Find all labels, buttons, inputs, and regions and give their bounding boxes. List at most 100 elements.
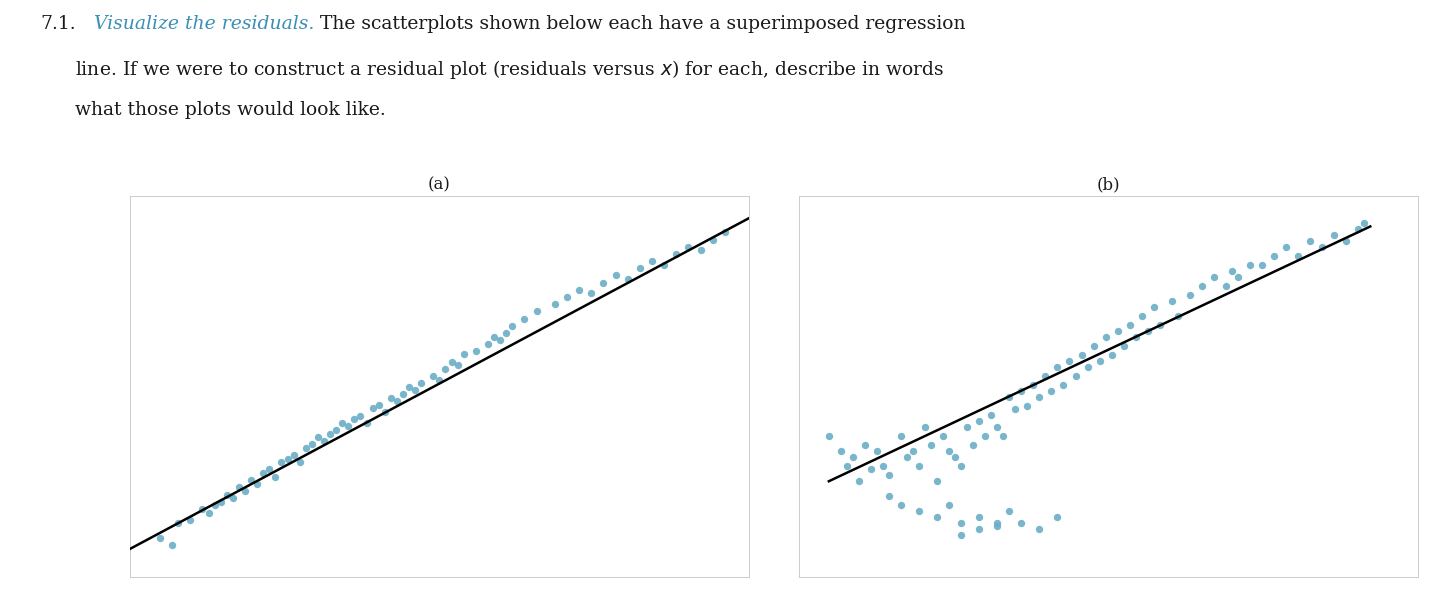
- Point: [992, 432, 1015, 441]
- Point: [847, 476, 870, 486]
- Point: [179, 515, 202, 524]
- Point: [937, 500, 960, 510]
- Point: [269, 457, 292, 467]
- Point: [986, 518, 1009, 528]
- Point: [1028, 524, 1051, 534]
- Point: [294, 443, 317, 453]
- Point: [276, 454, 300, 464]
- Point: [1106, 327, 1129, 336]
- Point: [403, 386, 426, 395]
- Point: [331, 418, 354, 427]
- Point: [556, 292, 579, 302]
- Point: [252, 468, 275, 478]
- Point: [907, 461, 930, 471]
- Point: [1202, 273, 1225, 282]
- Point: [361, 403, 384, 413]
- Point: [1227, 273, 1250, 282]
- Point: [1130, 311, 1153, 321]
- Point: [318, 429, 341, 438]
- Point: [962, 440, 985, 450]
- Point: [860, 464, 883, 474]
- Point: [937, 446, 960, 456]
- Point: [192, 504, 215, 514]
- Point: [907, 507, 930, 516]
- Point: [592, 278, 615, 287]
- Point: [829, 446, 852, 456]
- Point: [543, 299, 566, 309]
- Point: [1178, 290, 1201, 300]
- Point: [379, 393, 402, 403]
- Point: [1022, 381, 1045, 391]
- Point: [652, 260, 675, 270]
- Point: [246, 479, 269, 489]
- Point: [932, 432, 955, 441]
- Title: (a): (a): [428, 177, 451, 193]
- Point: [161, 540, 184, 550]
- Point: [690, 246, 713, 255]
- Point: [1040, 386, 1063, 396]
- Point: [1094, 332, 1117, 342]
- Point: [428, 375, 451, 384]
- Point: [464, 346, 487, 356]
- Point: [197, 508, 220, 518]
- Text: 7.1.: 7.1.: [40, 15, 76, 33]
- Point: [215, 489, 238, 499]
- Text: Visualize the residuals.: Visualize the residuals.: [94, 15, 314, 33]
- Point: [979, 410, 1002, 420]
- Point: [896, 453, 919, 462]
- Point: [641, 256, 664, 266]
- Point: [1161, 297, 1184, 306]
- Point: [890, 432, 913, 441]
- Point: [441, 357, 464, 367]
- Point: [1323, 230, 1346, 240]
- Point: [343, 414, 366, 424]
- Point: [1117, 321, 1140, 330]
- Point: [452, 349, 475, 359]
- Point: [580, 289, 603, 298]
- Point: [1070, 351, 1093, 360]
- Point: [950, 461, 973, 471]
- Point: [871, 461, 894, 471]
- Point: [1112, 341, 1135, 351]
- Point: [628, 263, 651, 273]
- Point: [950, 530, 973, 540]
- Point: [409, 378, 432, 388]
- Point: [713, 227, 736, 237]
- Point: [1136, 327, 1159, 336]
- Point: [877, 470, 900, 480]
- Point: [1263, 252, 1286, 262]
- Point: [301, 440, 324, 449]
- Point: [324, 425, 347, 435]
- Point: [1166, 311, 1189, 321]
- Point: [877, 491, 900, 501]
- Point: [1015, 402, 1038, 411]
- Point: [677, 242, 700, 252]
- Point: [1081, 341, 1104, 351]
- Point: [392, 389, 415, 399]
- Point: [501, 321, 524, 331]
- Point: [148, 533, 171, 543]
- Point: [397, 382, 420, 392]
- Point: [701, 235, 724, 244]
- Point: [1299, 236, 1322, 246]
- Point: [968, 416, 991, 426]
- Point: [1125, 332, 1148, 342]
- Point: [367, 400, 390, 410]
- Point: [1009, 518, 1032, 528]
- Point: [307, 432, 330, 442]
- Point: [488, 335, 511, 345]
- Point: [348, 411, 372, 421]
- Point: [950, 518, 973, 528]
- Point: [603, 271, 626, 281]
- Point: [920, 440, 943, 450]
- Point: [203, 500, 226, 510]
- Point: [356, 418, 379, 427]
- Point: [312, 436, 336, 446]
- Point: [233, 486, 256, 496]
- Point: [1286, 252, 1309, 262]
- Point: [1045, 512, 1068, 522]
- Point: [1214, 281, 1237, 291]
- Point: [1250, 260, 1273, 270]
- Point: [665, 249, 688, 259]
- Point: [446, 360, 469, 370]
